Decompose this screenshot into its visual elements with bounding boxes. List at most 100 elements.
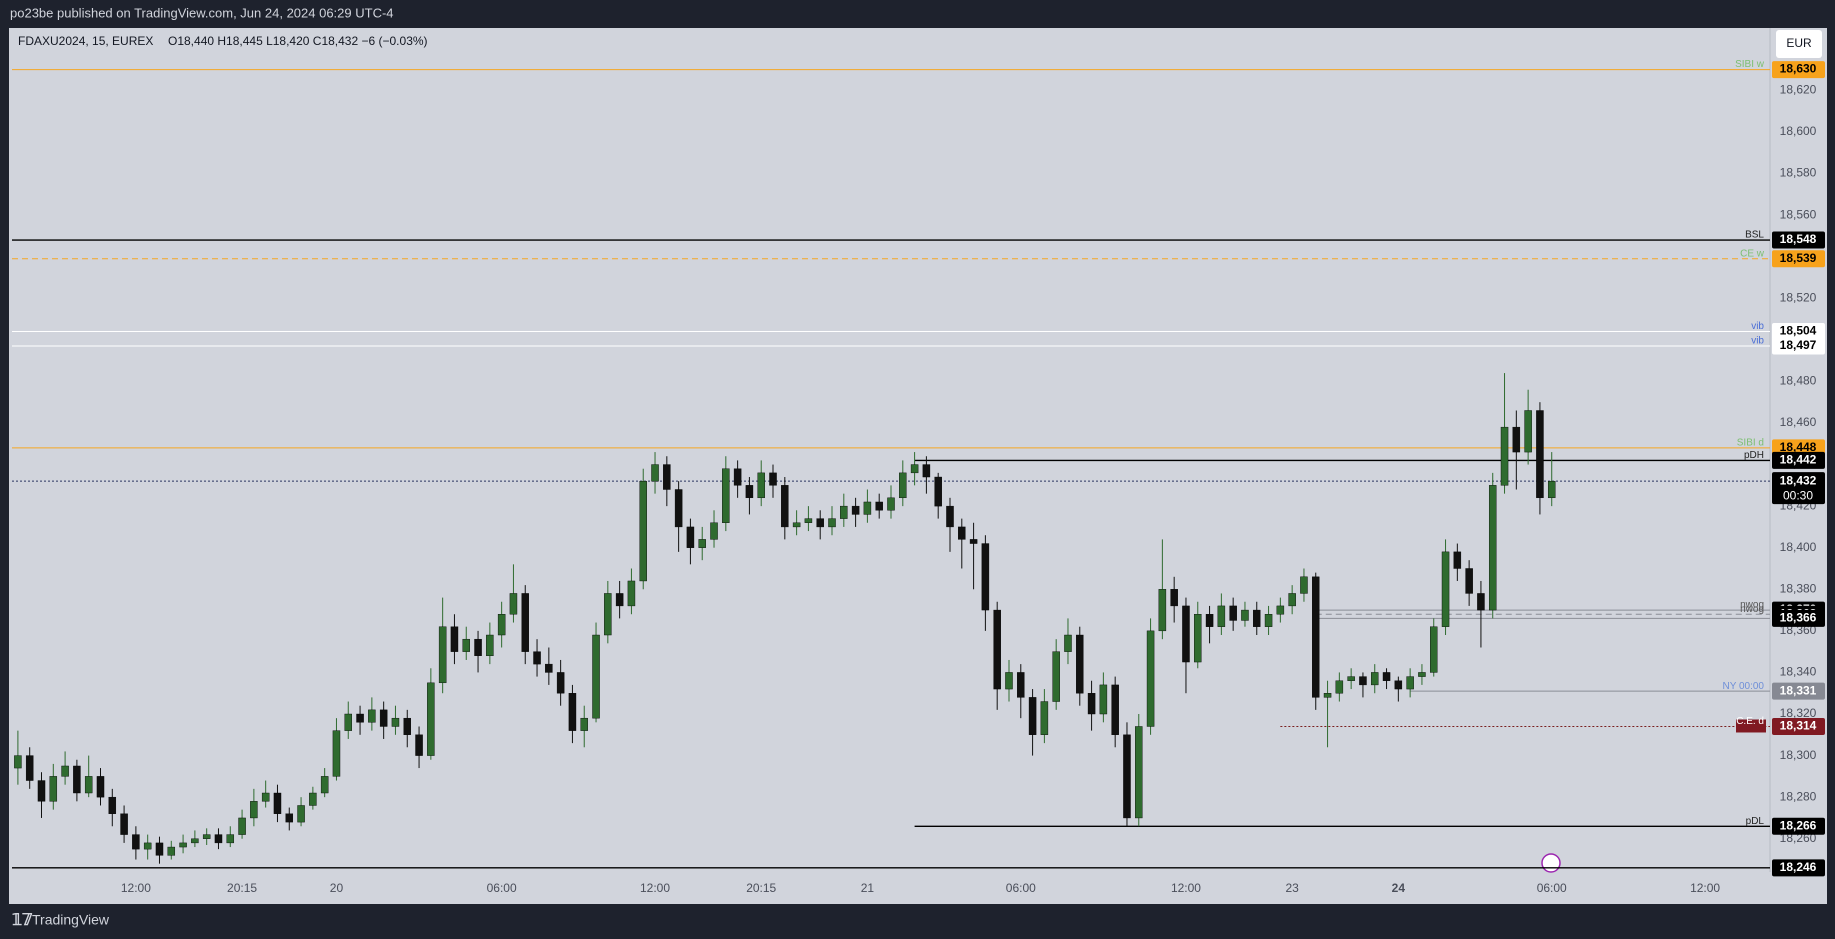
- candle-body: [698, 539, 706, 548]
- x-tick-label: 06:00: [1006, 881, 1036, 895]
- countdown: 00:30: [1783, 488, 1813, 502]
- candle-body: [226, 834, 235, 844]
- price-badge: [1772, 323, 1825, 341]
- candle-body: [84, 776, 93, 794]
- y-tick-label: 18,600: [1780, 124, 1817, 138]
- candle-body: [722, 468, 730, 523]
- candle-body: [627, 580, 636, 607]
- x-tick-label: 21: [861, 881, 875, 895]
- price-badge-label: 18,366: [1780, 611, 1817, 625]
- candle-body: [497, 614, 506, 636]
- candle-body: [1217, 605, 1226, 627]
- y-tick-label: 18,320: [1780, 706, 1817, 720]
- candle-body: [167, 846, 176, 856]
- price-badge-label: 18,442: [1780, 453, 1817, 467]
- candle-body: [840, 505, 848, 519]
- candle-body: [14, 755, 22, 769]
- price-badge: [1772, 231, 1825, 249]
- candle-body: [474, 638, 482, 657]
- price-badge: [1772, 817, 1825, 835]
- symbol: FDAXU2024, 15, EUREX: [18, 34, 153, 48]
- candle-body: [1276, 605, 1285, 615]
- price-badge-label: 18,432: [1780, 473, 1817, 487]
- candle-body: [1441, 551, 1450, 627]
- x-tick-label: 24: [1392, 881, 1406, 895]
- candle-body: [1465, 568, 1473, 594]
- candle-body: [604, 593, 612, 636]
- candle-body: [533, 651, 541, 665]
- price-badge: [1772, 472, 1825, 505]
- candle-body: [1205, 614, 1214, 627]
- candle-body: [580, 717, 588, 731]
- candle-body: [1371, 672, 1379, 686]
- candle-body: [486, 634, 494, 657]
- y-tick-label: 18,520: [1780, 290, 1817, 304]
- candle-body: [309, 792, 317, 806]
- candle-body: [1335, 680, 1344, 694]
- candle-body: [1040, 701, 1049, 735]
- candle-body: [1099, 684, 1108, 715]
- candle-body: [191, 838, 199, 844]
- y-tick-label: 18,620: [1780, 83, 1817, 97]
- candle-body: [710, 522, 718, 540]
- candle-body: [1123, 734, 1131, 819]
- candle-body: [132, 834, 140, 850]
- candle-body: [509, 593, 518, 615]
- candle-body: [1264, 614, 1273, 627]
- level-tag: pDH: [1744, 450, 1764, 461]
- candle-body: [1076, 634, 1084, 694]
- candle-body: [332, 730, 341, 777]
- y-tick-label: 18,560: [1780, 207, 1817, 221]
- price-badge-label: 18,314: [1780, 719, 1817, 733]
- price-badge: [1772, 451, 1825, 469]
- candle-body: [1052, 651, 1060, 702]
- currency-button[interactable]: [1776, 30, 1822, 58]
- price-badge: [1772, 717, 1825, 735]
- candle-body: [1135, 726, 1143, 819]
- candle-body: [1241, 609, 1249, 621]
- price-badge-label: 18,497: [1780, 338, 1817, 352]
- level-tag: SIBI w: [1735, 59, 1765, 70]
- brand-icon: 𝟙𝟟: [12, 912, 32, 929]
- candle-body: [297, 805, 305, 823]
- x-tick-label: 20:15: [227, 881, 257, 895]
- candle-body: [238, 817, 246, 835]
- candle-body: [1453, 551, 1462, 569]
- x-tick-label: 12:00: [1171, 881, 1201, 895]
- candle-body: [1288, 593, 1296, 607]
- candle-body: [1347, 676, 1355, 681]
- candle-body: [958, 526, 966, 540]
- x-tick-label: 12:00: [121, 881, 151, 895]
- candle-body: [781, 485, 789, 528]
- y-tick-label: 18,460: [1780, 415, 1817, 429]
- candle-body: [993, 609, 1001, 690]
- candle-body: [1323, 693, 1332, 698]
- candle-body: [1170, 589, 1178, 607]
- candle-body: [427, 682, 435, 756]
- published-note: po23be published on TradingView.com, Jun…: [10, 5, 394, 20]
- candle-body: [1382, 672, 1391, 681]
- candle-body: [1158, 589, 1167, 632]
- candle-body: [1064, 634, 1072, 652]
- level-tag: nwog: [1740, 604, 1764, 615]
- level-tag: BSL: [1745, 230, 1764, 241]
- candle-body: [155, 842, 164, 856]
- candle-body: [250, 801, 258, 819]
- y-tick-label: 18,380: [1780, 581, 1817, 595]
- price-badge: [1772, 61, 1825, 79]
- candle-body: [651, 464, 659, 482]
- candle-body: [1394, 680, 1403, 690]
- candle-body: [179, 842, 187, 848]
- candle-body: [1005, 672, 1013, 690]
- currency-label[interactable]: EUR: [1786, 36, 1812, 50]
- y-tick-label: 18,300: [1780, 748, 1817, 762]
- candle-body: [37, 780, 46, 802]
- candle-body: [1512, 426, 1521, 453]
- candle-body: [851, 505, 860, 515]
- candle-body: [674, 489, 683, 528]
- alert-icon[interactable]: [1541, 853, 1561, 873]
- candle-body: [450, 626, 459, 652]
- ohlc-legend: O18,440 H18,445 L18,420 C18,432 −6 (−0.0…: [168, 34, 428, 48]
- candle-body: [379, 709, 388, 727]
